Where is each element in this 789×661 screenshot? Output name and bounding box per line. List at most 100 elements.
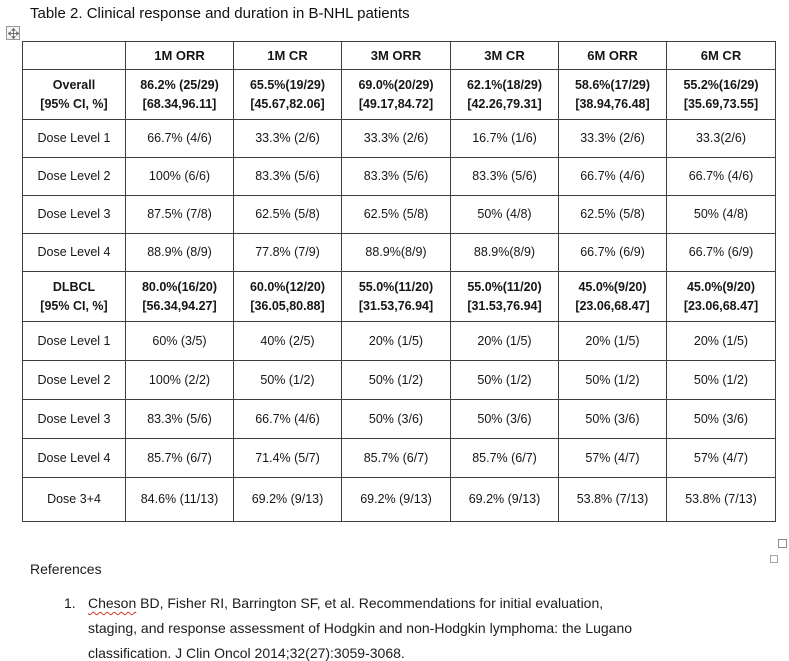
table-cell: 60.0%(12/20) [36.05,80.88] — [233, 271, 342, 322]
table-cell: 66.7% (6/9) — [558, 233, 667, 272]
table-cell: 85.7% (6/7) — [341, 438, 451, 478]
reference-item: 1. Cheson BD, Fisher RI, Barrington SF, … — [64, 591, 674, 661]
table-header-row: 1M ORR 1M CR 3M ORR 3M CR 6M ORR 6M CR — [22, 41, 776, 70]
reference-text: Cheson BD, Fisher RI, Barrington SF, et … — [88, 591, 643, 661]
reference-text-segment: 2014 — [250, 645, 286, 661]
table-row: Overall [95% CI, %] 86.2% (25/29) [68.34,96… — [22, 69, 776, 120]
table-cell: 50% (4/8) — [450, 195, 559, 234]
table-cell: 53.8% (7/13) — [558, 477, 667, 522]
table-row: Dose 3+4 84.6% (11/13) 69.2% (9/13) 69.2% (… — [22, 477, 776, 522]
header-corner-cell — [22, 41, 126, 70]
table-cell: 50% (1/2) — [450, 360, 559, 400]
table-cell: 83.3% (5/6) — [125, 399, 234, 439]
table-cell: 65.5%(19/29) [45.67,82.06] — [233, 69, 342, 120]
table-resize-handle-small[interactable] — [770, 555, 778, 563]
table-cell: 83.3% (5/6) — [341, 157, 451, 196]
table-cell: 77.8% (7/9) — [233, 233, 342, 272]
table-cell: 66.7% (4/6) — [125, 119, 234, 158]
table-cell: 71.4% (5/7) — [233, 438, 342, 478]
table-body: 1M ORR 1M CR 3M ORR 3M CR 6M ORR 6M CR Overall… — [22, 41, 776, 522]
table-cell: 16.7% (1/6) — [450, 119, 559, 158]
row-label-cell: Dose Level 3 — [22, 195, 126, 234]
header-cell: 6M ORR — [558, 41, 667, 70]
table-cell: 88.9%(8/9) — [450, 233, 559, 272]
table-cell: 66.7% (6/9) — [666, 233, 776, 272]
row-label-cell: Dose Level 3 — [22, 399, 126, 439]
table-cell: 40% (2/5) — [233, 321, 342, 361]
table-cell: 50% (1/2) — [666, 360, 776, 400]
table-cell: 50% (3/6) — [558, 399, 667, 439]
table-cell: 62.5% (5/8) — [558, 195, 667, 234]
table-cell: 83.3% (5/6) — [450, 157, 559, 196]
reference-text-segment: BD, Fisher RI, Barrington SF, et al. Rec… — [88, 595, 633, 661]
header-cell: 3M ORR — [341, 41, 451, 70]
table-cell: 69.2% (9/13) — [450, 477, 559, 522]
header-cell: 3M CR — [450, 41, 559, 70]
table-row: Dose Level 3 87.5% (7/8) 62.5% (5/8) 62.5% … — [22, 195, 776, 234]
table-cell: 100% (6/6) — [125, 157, 234, 196]
table-cell: 80.0%(16/20) [56.34,94.27] — [125, 271, 234, 322]
table-cell: 57% (4/7) — [558, 438, 667, 478]
table-cell: 20% (1/5) — [666, 321, 776, 361]
table-cell: 100% (2/2) — [125, 360, 234, 400]
table-cell: 66.7% (4/6) — [558, 157, 667, 196]
table-cell: 33.3(2/6) — [666, 119, 776, 158]
table-cell: 85.7% (6/7) — [450, 438, 559, 478]
table-cell: 45.0%(9/20) [23.06,68.47] — [666, 271, 776, 322]
table-row: Dose Level 2 100% (2/2) 50% (1/2) 50% (1/2)… — [22, 360, 776, 400]
table-cell: 66.7% (4/6) — [233, 399, 342, 439]
row-label-cell: Dose Level 4 — [22, 438, 126, 478]
table-row: DLBCL [95% CI, %] 80.0%(16/20) [56.34,94.27… — [22, 271, 776, 322]
table-cell: 88.9% (8/9) — [125, 233, 234, 272]
row-label-cell: Overall [95% CI, %] — [22, 69, 126, 120]
table-cell: 57% (4/7) — [666, 438, 776, 478]
table-row: Dose Level 4 88.9% (8/9) 77.8% (7/9) 88.9%(… — [22, 233, 776, 272]
table-cell: 60% (3/5) — [125, 321, 234, 361]
table-row: Dose Level 3 83.3% (5/6) 66.7% (4/6) 50% (3… — [22, 399, 776, 439]
row-label-cell: DLBCL [95% CI, %] — [22, 271, 126, 322]
table-cell: 55.0%(11/20) [31.53,76.94] — [450, 271, 559, 322]
table-cell: 58.6%(17/29) [38.94,76.48] — [558, 69, 667, 120]
table-cell: 33.3% (2/6) — [233, 119, 342, 158]
header-cell: 1M CR — [233, 41, 342, 70]
table-cell: 20% (1/5) — [558, 321, 667, 361]
spellcheck-marked-text: Cheson — [88, 595, 137, 611]
table-cell: 50% (3/6) — [450, 399, 559, 439]
table-cell: 53.8% (7/13) — [666, 477, 776, 522]
spellcheck-marked-text: ;32( — [285, 645, 310, 661]
move-arrows-icon — [7, 27, 19, 39]
header-cell: 1M ORR — [125, 41, 234, 70]
table-cell: 86.2% (25/29) [68.34,96.11] — [125, 69, 234, 120]
table-cell: 66.7% (4/6) — [666, 157, 776, 196]
reference-number: 1. — [64, 595, 76, 611]
table-cell: 85.7% (6/7) — [125, 438, 234, 478]
table-resize-handle[interactable] — [778, 539, 787, 548]
row-label-cell: Dose Level 4 — [22, 233, 126, 272]
table-cell: 33.3% (2/6) — [341, 119, 451, 158]
table-row: Dose Level 1 60% (3/5) 40% (2/5) 20% (1/5) 2… — [22, 321, 776, 361]
table-row: Dose Level 1 66.7% (4/6) 33.3% (2/6) 33.3% … — [22, 119, 776, 158]
table-cell: 55.0%(11/20) [31.53,76.94] — [341, 271, 451, 322]
table-cell: 62.5% (5/8) — [233, 195, 342, 234]
table-cell: 87.5% (7/8) — [125, 195, 234, 234]
row-label-cell: Dose Level 2 — [22, 360, 126, 400]
table-cell: 69.2% (9/13) — [341, 477, 451, 522]
table-cell: 84.6% (11/13) — [125, 477, 234, 522]
table-cell: 20% (1/5) — [450, 321, 559, 361]
row-label-cell: Dose Level 2 — [22, 157, 126, 196]
table-title: Table 2. Clinical response and duration … — [30, 5, 410, 22]
header-cell: 6M CR — [666, 41, 776, 70]
table-move-handle[interactable] — [6, 26, 20, 40]
row-label-cell: Dose Level 1 — [22, 321, 126, 361]
spellcheck-marked-text: Oncol — [214, 645, 251, 661]
clinical-response-table: 1M ORR 1M CR 3M ORR 3M CR 6M ORR 6M CR Overall… — [22, 41, 776, 522]
table-row: Dose Level 4 85.7% (6/7) 71.4% (5/7) 85.7% … — [22, 438, 776, 478]
spellcheck-marked-text: Clin — [186, 645, 211, 661]
table-cell: 62.5% (5/8) — [341, 195, 451, 234]
table-cell: 69.0%(20/29) [49.17,84.72] — [341, 69, 451, 120]
row-label-cell: Dose 3+4 — [22, 477, 126, 522]
table-cell: 33.3% (2/6) — [558, 119, 667, 158]
table-cell: 62.1%(18/29) [42.26,79.31] — [450, 69, 559, 120]
reference-text-segment: 27):3059-3068. — [309, 645, 405, 661]
